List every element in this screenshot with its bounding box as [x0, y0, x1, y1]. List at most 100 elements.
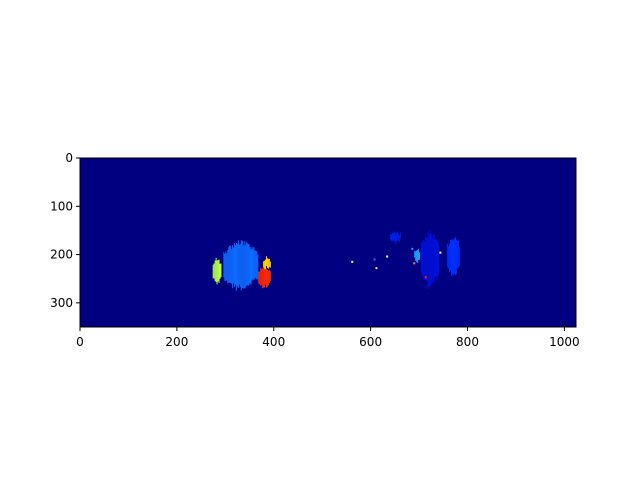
heatmap-column: [457, 240, 459, 268]
heatmap-column: [237, 240, 239, 289]
heatmap-column: [434, 238, 436, 278]
heatmap-column: [256, 251, 258, 280]
heatmap-column: [267, 258, 269, 269]
heatmap-blob-right-cluster-b: [447, 237, 460, 277]
heatmap-column: [267, 270, 269, 286]
axes-frame: [79, 157, 577, 328]
heatmap-column: [452, 239, 453, 275]
heatmap-column: [454, 237, 456, 276]
heatmap-column: [263, 261, 265, 268]
heatmap-column: [247, 243, 249, 287]
x-tick-label: 0: [76, 335, 84, 349]
heatmap-column: [456, 240, 458, 269]
heatmap-speck: [411, 247, 414, 250]
heatmap-blob-right-cluster-a: [421, 230, 440, 290]
heatmap-column: [260, 267, 262, 286]
heatmap-column: [266, 268, 267, 288]
heatmap-column: [435, 239, 437, 277]
heatmap-background: [80, 158, 576, 327]
heatmap-column: [230, 245, 232, 283]
heatmap-column: [234, 243, 236, 287]
heatmap-column: [391, 232, 393, 241]
heatmap-speck: [375, 267, 378, 270]
heatmap-column: [396, 231, 398, 242]
heatmap-speck: [386, 255, 389, 258]
heatmap-column: [238, 244, 240, 285]
heatmap-column: [226, 253, 228, 281]
heatmap-column: [399, 232, 401, 239]
heatmap-column: [452, 239, 454, 276]
heatmap-column: [254, 250, 256, 279]
heatmap-column: [253, 247, 255, 280]
heatmap-column: [227, 250, 229, 284]
y-tick-label: 200: [50, 248, 73, 262]
heatmap-column: [450, 239, 452, 271]
heatmap-column: [255, 250, 257, 278]
heatmap-column: [233, 247, 235, 284]
heatmap-column: [447, 243, 449, 268]
heatmap-column: [390, 234, 392, 242]
heatmap-column: [243, 241, 245, 289]
heatmap-column: [241, 240, 243, 289]
heatmap-column: [438, 246, 440, 273]
heatmap-speck: [439, 251, 442, 254]
heatmap-column: [224, 253, 226, 281]
heatmap-column: [432, 233, 434, 282]
heatmap-column: [416, 250, 418, 263]
y-tick-label: 100: [50, 199, 73, 213]
heatmap-column: [259, 271, 261, 285]
heatmap-column: [246, 242, 248, 285]
heatmap-column: [415, 251, 417, 261]
heatmap-column: [417, 249, 419, 264]
heatmap-speck: [424, 276, 427, 279]
heatmap-column: [264, 260, 266, 270]
heatmap-column: [431, 238, 433, 284]
heatmap-column: [268, 258, 270, 268]
x-tick-label: 600: [359, 335, 382, 349]
heatmap-column: [428, 234, 430, 287]
heatmap-column: [251, 246, 253, 281]
heatmap-column: [239, 244, 241, 287]
heatmap-column: [390, 234, 391, 240]
heatmap-column: [453, 238, 455, 274]
heatmap-blob-left-cluster-green: [212, 257, 222, 285]
heatmap-column: [215, 257, 217, 283]
heatmap-column: [414, 250, 416, 258]
heatmap-column: [258, 271, 260, 284]
heatmap-column: [248, 243, 250, 286]
heatmap-column: [395, 232, 397, 242]
heatmap-column: [394, 233, 396, 245]
heatmap-column: [265, 266, 267, 285]
heatmap-column: [266, 256, 267, 267]
heatmap-column: [219, 263, 221, 279]
heatmap-column: [218, 259, 220, 283]
heatmap-column: [419, 252, 421, 260]
heatmap-speck: [351, 260, 354, 263]
heatmap-column: [249, 246, 251, 284]
heatmap-column: [229, 245, 231, 284]
heatmap-column: [252, 248, 254, 280]
heatmap-column: [264, 269, 266, 288]
heatmap-column: [213, 263, 215, 279]
heatmap-column: [266, 269, 268, 287]
heatmap-column: [422, 239, 424, 279]
y-tick-label: 300: [50, 296, 73, 310]
heatmap-column: [223, 251, 225, 278]
heatmap-column: [397, 233, 399, 241]
heatmap-column: [421, 241, 423, 276]
heatmap-column: [421, 242, 422, 274]
heatmap-column: [436, 240, 438, 281]
heatmap-column: [217, 260, 219, 282]
heatmap-column: [225, 251, 227, 281]
heatmap-column: [242, 245, 244, 289]
heatmap-column: [257, 254, 259, 280]
x-tick-label: 200: [165, 335, 188, 349]
heatmap-column: [263, 267, 265, 288]
heatmap-column: [235, 242, 237, 291]
heatmap-column: [231, 249, 233, 284]
heatmap-column: [424, 237, 426, 280]
heatmap-column: [418, 248, 420, 261]
heatmap-column: [240, 240, 242, 291]
heatmap-column: [451, 239, 453, 277]
